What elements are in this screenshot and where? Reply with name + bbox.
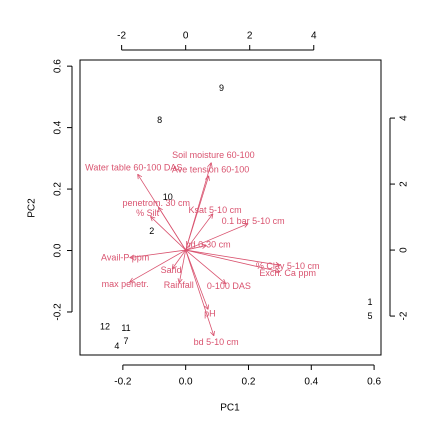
arrow-head [220,278,227,285]
arrow-head [243,223,249,228]
loading-arrow [185,249,209,310]
arrow-head [150,216,156,222]
variable-label: % Clay 5-10 cm [256,261,320,271]
x2-tick-label: -2 [117,31,126,42]
y2-tick-label: 2 [399,181,410,187]
variable-label: Ksat 5-10 cm [189,205,242,215]
variable-label: % Silt [136,208,160,218]
arrow-head [129,277,135,283]
observation-label: 1 [368,297,373,307]
x-tick-label: 0.6 [367,377,381,388]
x-tick-label: 0.0 [179,377,193,388]
arrow-head [210,330,215,337]
arrow-head [201,243,207,249]
variable-label: Sand [161,265,182,275]
observation-label: 8 [157,115,162,125]
plot-box [79,59,382,356]
variable-label: Exch. Ca ppm [259,268,316,278]
arrow-head [177,278,183,284]
loading-arrow [171,249,186,270]
arrow-head [205,175,210,181]
x-tick-label: 0.4 [304,377,318,388]
y-tick-label: 0.6 [53,59,64,73]
variable-label: max penetr. [102,279,149,289]
arrow-head [208,213,214,219]
loading-arrow [129,249,186,259]
x-tick-label: 0.2 [242,377,256,388]
y-tick-label: -0.2 [53,303,64,321]
variable-label: 0-100 DAS [207,281,251,291]
observation-label: 11 [121,323,130,333]
loading-arrow [185,175,210,251]
x2-tick-label: 0 [183,31,189,42]
arrow-head [275,262,281,268]
plot-area: Soil moisture 60-100 Ave tension 60-100Wa… [85,83,372,351]
observation-label: 9 [219,83,224,93]
arrow-head [207,162,213,168]
arrow-head [129,254,135,260]
loading-arrow [178,249,187,284]
loading-arrow [185,249,281,266]
variable-label: bd 5-10 cm [194,337,239,347]
variable-label: Ave tension 60-100 [172,164,249,174]
loading-arrow [185,249,215,336]
observation-label: 2 [149,226,154,236]
variable-label: Rainfall [164,280,194,290]
observation-label: 4 [114,341,119,351]
loading-arrow [150,216,186,251]
arrow-head [204,304,209,310]
x2-tick-label: 2 [247,31,253,42]
arrow-head [137,173,143,180]
y2-tick-label: -2 [399,311,410,320]
y2-tick-label: 4 [399,115,410,121]
observation-label: 10 [163,192,173,202]
loading-arrow [158,206,187,251]
y-tick-label: 0.4 [53,120,64,134]
observation-label: 12 [100,322,110,332]
y-axis-label: PC2 [27,198,38,218]
x2-tick-label: 4 [311,31,317,42]
observation-label: 7 [123,336,128,346]
loading-arrow [129,249,186,283]
loading-arrow [185,213,214,251]
y-tick-label: 0.2 [53,182,64,196]
arrow-head [171,263,177,270]
loading-arrow [185,223,249,251]
x-tick-label: -0.2 [114,377,132,388]
loading-arrow [185,249,226,285]
variable-label: penetrom. 30 cm [123,198,191,208]
variable-label: 0.1 bar 5-10 cm [222,216,285,226]
observation-label: 5 [368,311,373,321]
arrow-head [158,206,163,213]
y-tick-label: 0.0 [53,243,64,257]
variable-label: Water table 60-100 DAS [85,162,182,172]
variable-label: Soil moisture 60-100 [172,150,255,160]
variable-label: pH [204,309,216,319]
variable-label: Avail-P ppm [101,253,149,263]
x-axis-label: PC1 [220,403,240,414]
y2-tick-label: 0 [399,247,410,253]
loading-arrow [185,245,207,251]
variable-label: bd 0-30 cm [186,239,231,249]
arrow-head [275,268,281,274]
loading-arrow [185,249,281,273]
